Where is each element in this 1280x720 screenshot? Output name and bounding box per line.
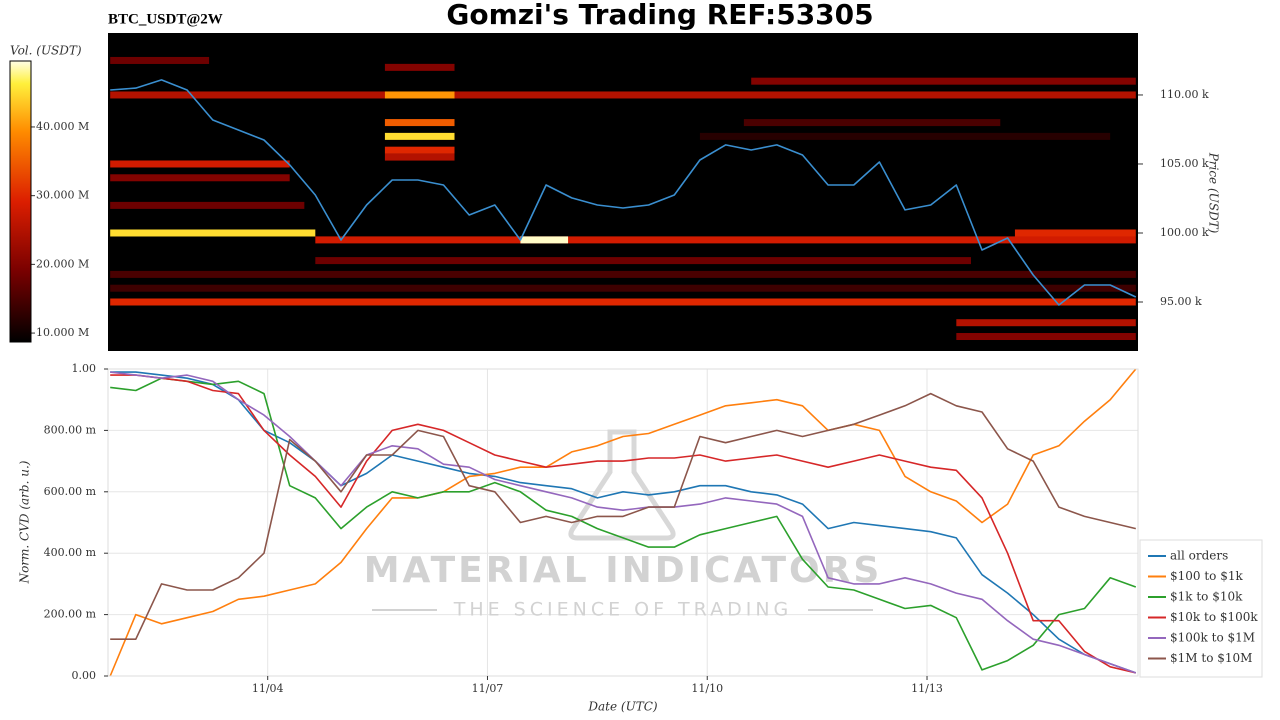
heat-cell [315, 257, 971, 265]
heat-cell [110, 160, 290, 168]
series-line [110, 371, 1137, 674]
heat-cell [110, 56, 210, 64]
series-line [110, 377, 1137, 671]
heat-cell [743, 119, 1001, 127]
x-tick-label: 11/07 [472, 682, 504, 695]
price-line [110, 79, 1137, 306]
heat-cell [1014, 229, 1136, 237]
heat-cell [110, 229, 316, 237]
colorbar [9, 60, 32, 343]
legend-label: $100 to $1k [1170, 569, 1243, 583]
chart-title: Gomzi's Trading REF:53305 [446, 0, 873, 31]
legend-label: $100k to $1M [1170, 631, 1255, 645]
heat-cell [384, 132, 455, 140]
legend-label: $1k to $10k [1170, 590, 1243, 604]
colorbar-tick-label: 40.000 M [36, 120, 89, 133]
heat-cell [384, 91, 455, 99]
series-line [110, 374, 1136, 674]
heatmap [110, 56, 1136, 341]
chart-subtitle: BTC_USDT@2W [108, 11, 223, 27]
y-axis-label: Norm. CVD (arb. u.) [18, 460, 32, 584]
x-tick-label: 11/10 [691, 682, 723, 695]
y-tick-label: 400.00 m [44, 546, 97, 559]
colorbar-tick-label: 30.000 M [36, 189, 89, 202]
heat-cell [110, 298, 1136, 306]
y-tick-label: 600.00 m [44, 485, 97, 498]
y-tick-label: 105.00 k [1160, 157, 1209, 170]
colorbar-tick-label: 10.000 M [36, 326, 89, 339]
watermark-subtitle: THE SCIENCE OF TRADING [453, 599, 793, 621]
y-tick-label: 1.00 [72, 362, 97, 375]
y-axis-label: Price (USDT) [1207, 152, 1221, 234]
heat-cell [699, 132, 1111, 140]
heat-cell [110, 91, 1136, 99]
plot-frame [107, 368, 1139, 677]
x-axis-label: Date (UTC) [587, 700, 657, 714]
heat-cell [384, 119, 455, 127]
heat-cell [110, 201, 305, 209]
colorbar-label: Vol. (USDT) [10, 44, 82, 58]
watermark-title: MATERIAL INDICATORS [364, 550, 883, 591]
watermark-flask [568, 429, 676, 541]
heat-cell [956, 333, 1136, 341]
y-tick-label: 200.00 m [44, 608, 97, 621]
heat-cell [751, 77, 1136, 85]
legend-box [1139, 539, 1263, 678]
heat-cell [384, 63, 455, 71]
heat-cell [520, 236, 569, 244]
heat-cell [315, 236, 1136, 244]
series-line [109, 368, 1137, 677]
plot-area [108, 33, 1138, 351]
y-tick-label: 95.00 k [1160, 295, 1202, 308]
x-tick-label: 11/04 [252, 682, 284, 695]
y-tick-label: 100.00 k [1160, 226, 1209, 239]
y-tick-label: 0.00 [72, 669, 97, 682]
x-tick-label: 11/13 [911, 682, 943, 695]
colorbar-tick-label: 20.000 M [36, 257, 89, 270]
series-line [110, 371, 1137, 674]
heat-cell [384, 153, 455, 161]
heat-cell [384, 146, 455, 154]
heat-cell [110, 270, 1136, 278]
heat-cell [956, 319, 1136, 327]
series-line [110, 392, 1136, 640]
legend-label: $10k to $100k [1170, 610, 1258, 624]
heat-cell [110, 284, 1136, 292]
y-tick-label: 110.00 k [1160, 88, 1209, 101]
heat-cell [110, 174, 290, 182]
legend-label: $1M to $10M [1170, 651, 1252, 665]
legend-label: all orders [1170, 549, 1228, 563]
y-tick-label: 800.00 m [44, 423, 97, 436]
